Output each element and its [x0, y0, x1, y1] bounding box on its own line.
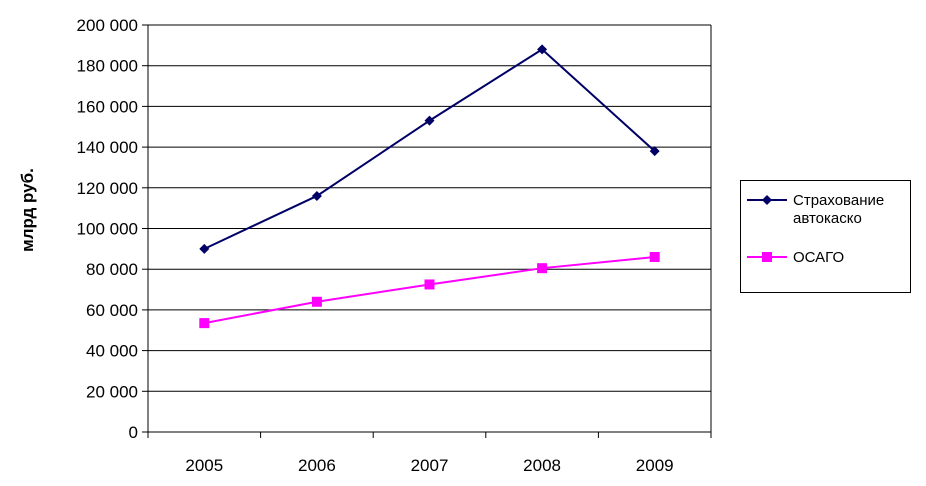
- y-tick-label: 0: [129, 423, 138, 442]
- diamond-marker-icon: [747, 195, 787, 205]
- y-tick-label: 140 000: [77, 138, 138, 157]
- data-point: [537, 44, 548, 55]
- legend-item-osago: ОСАГО: [741, 247, 910, 267]
- series-lines: [199, 44, 660, 329]
- y-tick-label: 160 000: [77, 97, 138, 116]
- data-point: [424, 115, 435, 126]
- data-point: [537, 263, 548, 274]
- series-line-1: [203, 48, 656, 250]
- x-tick-label: 2005: [185, 456, 223, 475]
- x-tick-labels: 2005 2006 2007 2008 2009: [185, 456, 673, 475]
- legend-item-autocasco: Страхование автокаско: [741, 191, 910, 231]
- y-tick-label: 40 000: [86, 342, 138, 361]
- y-tick-label: 180 000: [77, 57, 138, 76]
- y-tick-label: 60 000: [86, 301, 138, 320]
- y-tick-labels: 0 20 000 40 000 60 000 80 000 100 000 120 000 1…: [77, 16, 138, 442]
- x-tick-label: 2007: [411, 456, 449, 475]
- x-tick-label: 2009: [636, 456, 674, 475]
- data-point: [649, 146, 660, 157]
- grid-lines: [148, 24, 711, 392]
- y-tick-label: 200 000: [77, 16, 138, 35]
- legend-label-osago: ОСАГО: [793, 249, 845, 266]
- data-point: [424, 279, 435, 290]
- square-marker-icon: [747, 252, 787, 262]
- axes: [142, 24, 712, 438]
- data-point: [311, 190, 322, 201]
- y-tick-label: 80 000: [86, 260, 138, 279]
- data-point: [649, 251, 660, 262]
- legend-label-autocasco: Страхование автокаско: [793, 192, 885, 227]
- data-point: [311, 296, 322, 307]
- series-line-2: [204, 255, 655, 325]
- data-point: [199, 243, 210, 254]
- data-point: [199, 318, 210, 329]
- y-axis-title: млрд руб.: [18, 168, 37, 252]
- x-tick-label: 2008: [523, 456, 561, 475]
- y-tick-label: 120 000: [77, 179, 138, 198]
- y-tick-label: 100 000: [77, 220, 138, 239]
- x-tick-label: 2006: [298, 456, 336, 475]
- y-tick-label: 20 000: [86, 382, 138, 401]
- legend: Страхование автокаско ОСАГО: [740, 180, 911, 293]
